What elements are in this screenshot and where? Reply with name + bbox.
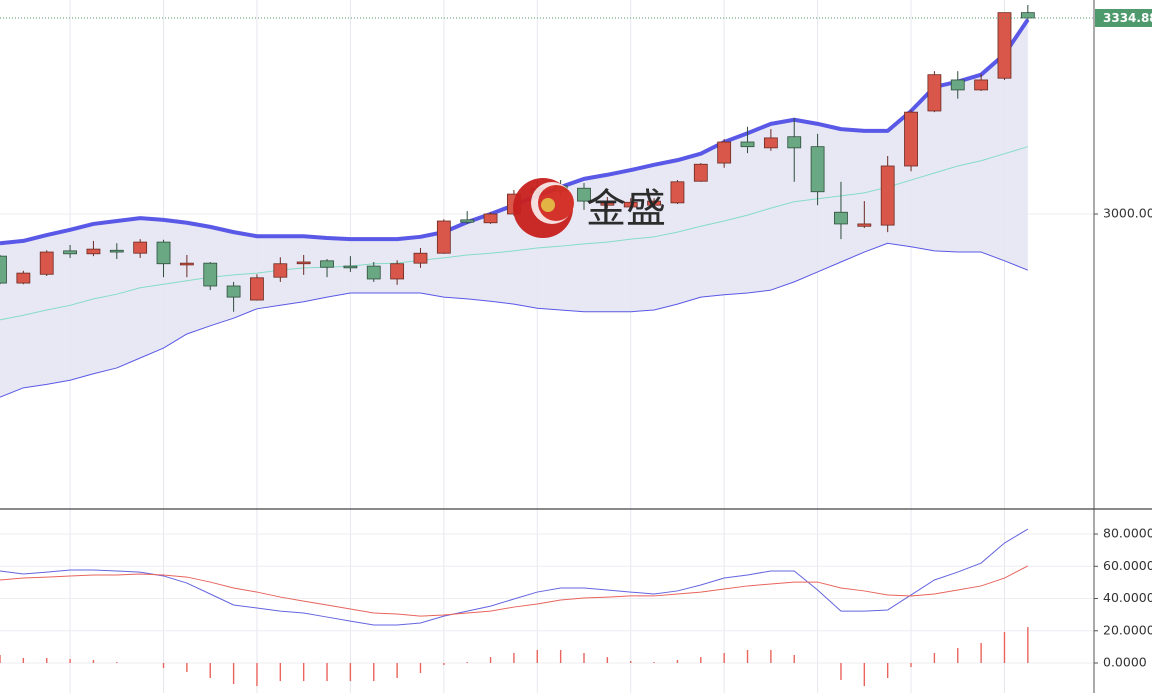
indicator-line — [0, 565, 1029, 617]
indicator-line — [0, 528, 1029, 626]
candle-body — [296, 261, 311, 265]
watermark-text: 金盛 — [586, 186, 666, 232]
candle-body — [366, 265, 381, 280]
candle-body — [179, 262, 194, 266]
last-price-label: 3334.88 — [1103, 11, 1152, 25]
candle-body — [203, 262, 218, 287]
candle-body — [950, 79, 965, 91]
candle-body — [273, 263, 288, 278]
candle-body — [763, 137, 778, 149]
y-tick-label: 40.0000 — [1103, 590, 1152, 605]
candle-body — [974, 79, 989, 91]
candle-body — [86, 248, 101, 255]
candle-body — [834, 211, 848, 225]
candle-body — [577, 187, 591, 202]
axis-layer: 3000.00 3334.88 80.0000 60.0000 40.0000 20.00… — [0, 8, 1152, 670]
candle-body — [857, 223, 872, 227]
candle-body — [880, 165, 895, 226]
candle-body — [63, 250, 77, 255]
candle-body — [600, 202, 615, 206]
candle-body — [109, 249, 124, 253]
candle-body — [693, 163, 708, 182]
band-line — [0, 242, 1029, 398]
candle-body — [343, 265, 358, 269]
candle-body — [413, 252, 428, 264]
candle-body — [623, 201, 638, 208]
candle-body — [226, 285, 241, 298]
candle-body — [810, 146, 825, 193]
y-tick-label: 3000.00 — [1103, 205, 1152, 220]
band-line — [0, 146, 1028, 321]
candle-body — [460, 219, 475, 223]
candle-body — [787, 136, 802, 149]
logo-coin — [541, 198, 555, 212]
y-tick-label: 80.0000 — [1103, 526, 1152, 541]
candle-body — [670, 181, 685, 204]
candle-body — [904, 111, 918, 167]
candle-body — [1020, 12, 1035, 19]
candle-body — [927, 74, 942, 112]
candle-body — [647, 200, 661, 206]
y-tick-label: 20.0000 — [1103, 622, 1152, 637]
candle-body — [483, 213, 498, 224]
candle-body — [133, 241, 148, 254]
candle-body — [320, 260, 334, 268]
y-tick-label: 60.0000 — [1103, 558, 1152, 573]
candle-body — [717, 141, 732, 164]
logo-inner — [538, 185, 574, 221]
last-price-tag — [1095, 8, 1152, 27]
candle-body — [390, 263, 405, 280]
candle-body — [16, 272, 31, 284]
candle-body — [250, 277, 264, 301]
candle-body — [156, 241, 171, 265]
candle-body — [436, 220, 451, 254]
watermark-logo: 金盛 — [513, 178, 666, 238]
indicator-panel — [0, 528, 1029, 687]
candle-body — [39, 251, 54, 275]
candle-body — [0, 255, 7, 284]
candle-body — [740, 141, 755, 148]
y-tick-label: 0.0000 — [1103, 655, 1147, 670]
candle-body — [997, 12, 1012, 79]
